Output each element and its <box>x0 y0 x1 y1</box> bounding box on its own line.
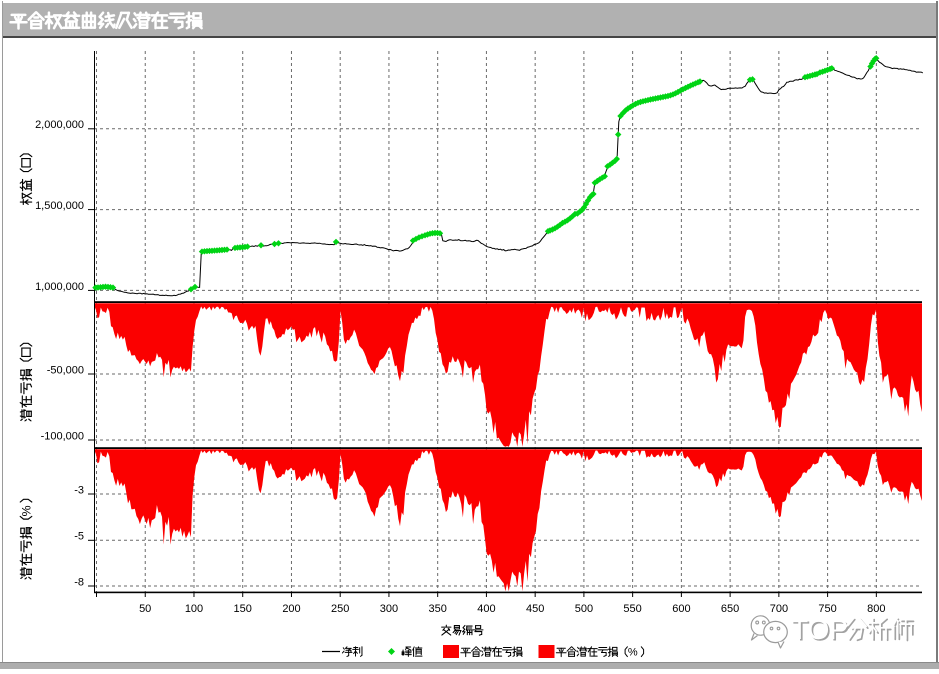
svg-text:1,000,000: 1,000,000 <box>35 281 84 293</box>
svg-text:100: 100 <box>185 603 203 615</box>
svg-text:-5: -5 <box>74 531 84 543</box>
svg-text:700: 700 <box>770 603 788 615</box>
svg-text:-50,000: -50,000 <box>47 364 84 376</box>
svg-text:600: 600 <box>672 603 690 615</box>
svg-text:150: 150 <box>234 603 252 615</box>
svg-text:TOP: TOP <box>793 616 850 647</box>
svg-text:-100,000: -100,000 <box>41 430 84 442</box>
svg-text:450: 450 <box>526 603 544 615</box>
svg-text:250: 250 <box>331 603 349 615</box>
svg-text:200: 200 <box>282 603 300 615</box>
svg-text:550: 550 <box>623 603 641 615</box>
svg-text:%: % <box>628 647 638 659</box>
svg-text:50: 50 <box>139 603 151 615</box>
svg-text:-3: -3 <box>74 484 84 496</box>
svg-text:-8: -8 <box>74 576 84 588</box>
svg-text:1,500,000: 1,500,000 <box>35 200 84 212</box>
svg-text:800: 800 <box>867 603 885 615</box>
svg-text:%: % <box>19 505 33 516</box>
svg-text:500: 500 <box>575 603 593 615</box>
svg-text:2,000,000: 2,000,000 <box>35 119 84 131</box>
svg-text:TOP: TOP <box>791 614 848 645</box>
svg-text:400: 400 <box>477 603 495 615</box>
svg-text:300: 300 <box>380 603 398 615</box>
svg-text:750: 750 <box>818 603 836 615</box>
svg-text:650: 650 <box>721 603 739 615</box>
svg-text:350: 350 <box>429 603 447 615</box>
